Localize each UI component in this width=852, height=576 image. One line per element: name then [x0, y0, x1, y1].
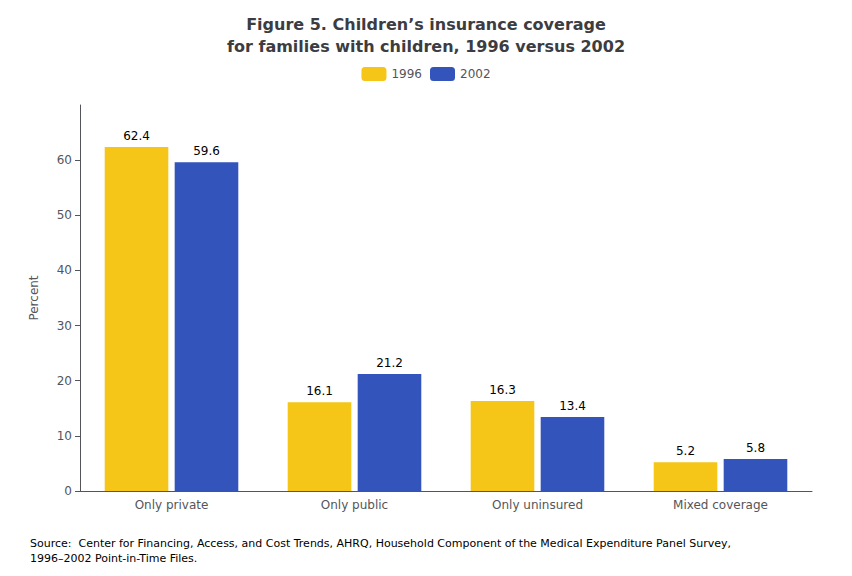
svg-text:Only public: Only public [321, 498, 388, 512]
svg-text:Figure 5. Children’s insurance: Figure 5. Children’s insurance coverage [246, 15, 606, 34]
svg-text:16.1: 16.1 [306, 384, 333, 398]
svg-text:Source: Center for Financing,: Source: Center for Financing, Access, an… [30, 537, 731, 550]
svg-text:13.4: 13.4 [559, 399, 586, 413]
svg-text:Only uninsured: Only uninsured [492, 498, 583, 512]
svg-text:60: 60 [57, 153, 72, 167]
svg-text:2002: 2002 [460, 67, 491, 81]
svg-text:59.6: 59.6 [193, 144, 220, 158]
svg-text:Mixed coverage: Mixed coverage [673, 498, 768, 512]
svg-text:21.2: 21.2 [376, 356, 403, 370]
svg-text:30: 30 [57, 319, 72, 333]
svg-text:1996–2002 Point-in-Time Files.: 1996–2002 Point-in-Time Files. [30, 552, 197, 565]
svg-text:1996: 1996 [391, 67, 422, 81]
svg-text:50: 50 [57, 208, 72, 222]
svg-text:0: 0 [64, 484, 72, 498]
svg-text:5.2: 5.2 [676, 444, 695, 458]
svg-text:for families with children, 19: for families with children, 1996 versus … [227, 37, 625, 56]
svg-text:20: 20 [57, 374, 72, 388]
svg-text:10: 10 [57, 429, 72, 443]
svg-text:16.3: 16.3 [489, 383, 516, 397]
svg-text:40: 40 [57, 263, 72, 277]
svg-text:5.8: 5.8 [746, 441, 765, 455]
svg-text:Percent: Percent [27, 275, 41, 320]
svg-text:Only private: Only private [135, 498, 209, 512]
svg-text:62.4: 62.4 [123, 129, 150, 143]
